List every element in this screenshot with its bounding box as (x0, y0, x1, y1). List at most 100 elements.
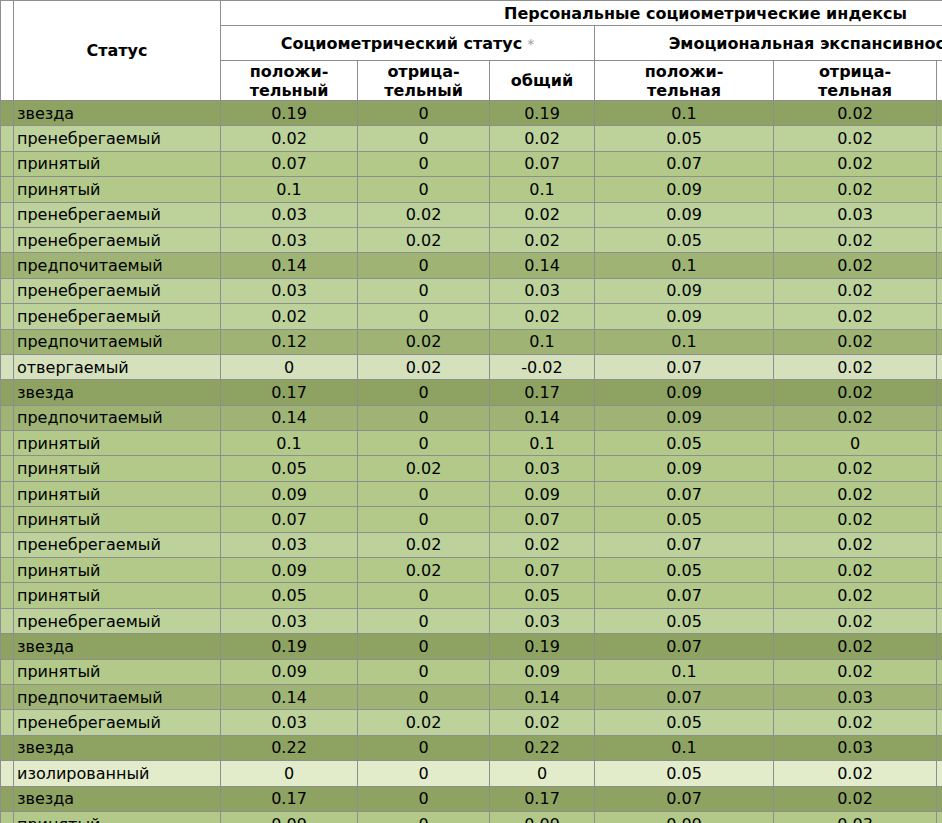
negative-expansiveness-cell[interactable]: 0 (774, 431, 937, 456)
positive-status-cell[interactable]: 0.07 (221, 507, 358, 532)
status-cell[interactable]: принятый (14, 431, 221, 456)
negative-status-cell[interactable]: 0 (358, 481, 490, 506)
positive-expansiveness-cell[interactable]: 0.1 (595, 735, 774, 760)
positive-expansiveness-cell[interactable]: 0.05 (595, 761, 774, 786)
subheader-negative-expansiveness[interactable]: отрица- тельная (774, 61, 937, 101)
status-cell[interactable]: принятый (14, 456, 221, 481)
total-status-cell[interactable]: 0.1 (490, 329, 595, 354)
negative-expansiveness-cell[interactable]: 0.02 (774, 151, 937, 176)
total-status-cell[interactable]: 0.09 (490, 811, 595, 823)
positive-expansiveness-cell[interactable]: 0.07 (595, 634, 774, 659)
positive-expansiveness-cell[interactable]: 0.09 (595, 278, 774, 303)
positive-status-cell[interactable]: 0.05 (221, 456, 358, 481)
positive-status-cell[interactable]: 0.19 (221, 101, 358, 126)
total-status-cell[interactable]: 0.19 (490, 634, 595, 659)
status-cell[interactable]: предпочитаемый (14, 405, 221, 430)
negative-status-cell[interactable]: 0 (358, 811, 490, 823)
negative-status-cell[interactable]: 0 (358, 253, 490, 278)
header-group-sociometric-status[interactable]: Социометрический статус* (221, 26, 595, 61)
negative-status-cell[interactable]: 0.02 (358, 456, 490, 481)
positive-expansiveness-cell[interactable]: 0.05 (595, 507, 774, 532)
subheader-total-status[interactable]: общий (490, 61, 595, 101)
status-cell[interactable]: изолированный (14, 761, 221, 786)
positive-status-cell[interactable]: 0.1 (221, 431, 358, 456)
positive-status-cell[interactable]: 0.03 (221, 608, 358, 633)
negative-status-cell[interactable]: 0 (358, 304, 490, 329)
negative-expansiveness-cell[interactable]: 0.02 (774, 481, 937, 506)
positive-status-cell[interactable]: 0.03 (221, 710, 358, 735)
positive-status-cell[interactable]: 0.02 (221, 304, 358, 329)
status-cell[interactable]: пренебрегаемый (14, 608, 221, 633)
negative-status-cell[interactable]: 0 (358, 278, 490, 303)
total-status-cell[interactable]: 0.09 (490, 481, 595, 506)
positive-status-cell[interactable]: 0.17 (221, 786, 358, 811)
negative-expansiveness-cell[interactable]: 0.03 (774, 735, 937, 760)
negative-status-cell[interactable]: 0 (358, 151, 490, 176)
negative-status-cell[interactable]: 0.02 (358, 710, 490, 735)
header-status[interactable]: Статус (14, 1, 221, 101)
positive-status-cell[interactable]: 0.03 (221, 532, 358, 557)
positive-expansiveness-cell[interactable]: 0.05 (595, 227, 774, 252)
total-status-cell[interactable]: 0.14 (490, 253, 595, 278)
negative-status-cell[interactable]: 0 (358, 380, 490, 405)
total-status-cell[interactable]: 0.07 (490, 507, 595, 532)
status-cell[interactable]: отвергаемый (14, 354, 221, 379)
positive-status-cell[interactable]: 0.12 (221, 329, 358, 354)
positive-expansiveness-cell[interactable]: 0.05 (595, 608, 774, 633)
positive-expansiveness-cell[interactable]: 0.07 (595, 151, 774, 176)
positive-expansiveness-cell[interactable]: 0.05 (595, 431, 774, 456)
total-status-cell[interactable]: -0.02 (490, 354, 595, 379)
negative-expansiveness-cell[interactable]: 0.02 (774, 329, 937, 354)
negative-expansiveness-cell[interactable]: 0.02 (774, 634, 937, 659)
status-cell[interactable]: звезда (14, 380, 221, 405)
negative-status-cell[interactable]: 0 (358, 431, 490, 456)
negative-status-cell[interactable]: 0 (358, 735, 490, 760)
positive-expansiveness-cell[interactable]: 0.07 (595, 786, 774, 811)
negative-expansiveness-cell[interactable]: 0.02 (774, 786, 937, 811)
negative-expansiveness-cell[interactable]: 0.02 (774, 532, 937, 557)
negative-expansiveness-cell[interactable]: 0.02 (774, 101, 937, 126)
total-status-cell[interactable]: 0 (490, 761, 595, 786)
header-group-emotional-expansiveness[interactable]: Эмоциональная экспансивность (595, 26, 942, 61)
total-status-cell[interactable]: 0.02 (490, 710, 595, 735)
total-status-cell[interactable]: 0.07 (490, 151, 595, 176)
status-cell[interactable]: звезда (14, 735, 221, 760)
total-status-cell[interactable]: 0.09 (490, 659, 595, 684)
negative-status-cell[interactable]: 0.02 (358, 329, 490, 354)
negative-status-cell[interactable]: 0.02 (358, 354, 490, 379)
status-cell[interactable]: предпочитаемый (14, 684, 221, 709)
positive-status-cell[interactable]: 0.14 (221, 405, 358, 430)
positive-expansiveness-cell[interactable]: 0.09 (595, 380, 774, 405)
negative-status-cell[interactable]: 0 (358, 177, 490, 202)
positive-expansiveness-cell[interactable]: 0.1 (595, 253, 774, 278)
positive-status-cell[interactable]: 0.22 (221, 735, 358, 760)
positive-expansiveness-cell[interactable]: 0.1 (595, 659, 774, 684)
negative-expansiveness-cell[interactable]: 0.02 (774, 380, 937, 405)
positive-expansiveness-cell[interactable]: 0.05 (595, 710, 774, 735)
positive-status-cell[interactable]: 0.02 (221, 126, 358, 151)
status-cell[interactable]: предпочитаемый (14, 329, 221, 354)
negative-status-cell[interactable]: 0 (358, 786, 490, 811)
negative-expansiveness-cell[interactable]: 0.02 (774, 583, 937, 608)
positive-status-cell[interactable]: 0.19 (221, 634, 358, 659)
positive-expansiveness-cell[interactable]: 0.05 (595, 126, 774, 151)
negative-status-cell[interactable]: 0.02 (358, 227, 490, 252)
negative-status-cell[interactable]: 0 (358, 126, 490, 151)
negative-expansiveness-cell[interactable]: 0.02 (774, 608, 937, 633)
positive-expansiveness-cell[interactable]: 0.09 (595, 177, 774, 202)
total-status-cell[interactable]: 0.1 (490, 431, 595, 456)
positive-expansiveness-cell[interactable]: 0.09 (595, 304, 774, 329)
positive-expansiveness-cell[interactable]: 0.09 (595, 202, 774, 227)
positive-status-cell[interactable]: 0.07 (221, 151, 358, 176)
status-cell[interactable]: принятый (14, 151, 221, 176)
negative-expansiveness-cell[interactable]: 0.02 (774, 278, 937, 303)
subheader-positive-expansiveness[interactable]: положи- тельная (595, 61, 774, 101)
total-status-cell[interactable]: 0.02 (490, 227, 595, 252)
status-cell[interactable]: предпочитаемый (14, 253, 221, 278)
negative-status-cell[interactable]: 0.02 (358, 532, 490, 557)
positive-status-cell[interactable]: 0.03 (221, 227, 358, 252)
status-cell[interactable]: принятый (14, 811, 221, 823)
status-cell[interactable]: пренебрегаемый (14, 304, 221, 329)
total-status-cell[interactable]: 0.17 (490, 786, 595, 811)
positive-status-cell[interactable]: 0.1 (221, 177, 358, 202)
